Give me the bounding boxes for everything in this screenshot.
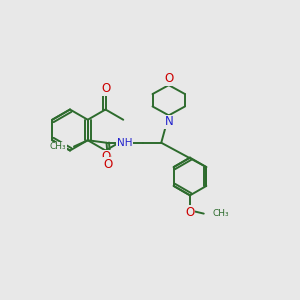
Text: N: N [164, 115, 173, 128]
Text: O: O [101, 150, 110, 163]
Text: O: O [164, 72, 173, 86]
Text: CH₃: CH₃ [212, 209, 229, 218]
Text: O: O [101, 82, 110, 95]
Text: CH₃: CH₃ [50, 142, 67, 151]
Text: NH: NH [117, 138, 132, 148]
Text: O: O [103, 158, 112, 171]
Text: O: O [185, 206, 195, 219]
